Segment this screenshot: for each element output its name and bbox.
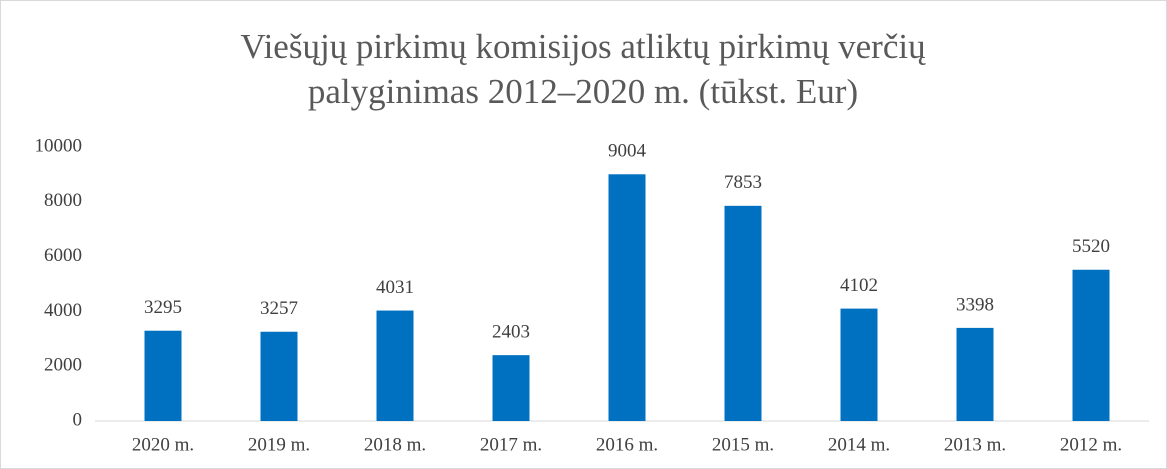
x-tick-label: 2013 m.	[944, 434, 1006, 455]
data-label: 7853	[724, 172, 762, 193]
data-label: 5520	[1072, 236, 1110, 257]
bar	[608, 174, 646, 421]
x-tick-label: 2018 m.	[364, 434, 426, 455]
y-tick-label: 0	[73, 409, 83, 430]
data-label: 3398	[956, 294, 994, 315]
data-label: 9004	[608, 141, 647, 162]
y-tick-label: 8000	[44, 190, 82, 211]
bar	[840, 308, 878, 421]
x-tick-label: 2014 m.	[828, 434, 890, 455]
x-tick-label: 2016 m.	[596, 434, 658, 455]
y-tick-label: 2000	[44, 355, 82, 376]
bar	[376, 310, 414, 421]
chart-title: Viešųjų pirkimų komisijos atliktų pirkim…	[240, 27, 926, 66]
data-label: 4102	[840, 275, 878, 296]
bar	[956, 327, 994, 421]
data-label: 2403	[492, 322, 530, 343]
bar	[260, 331, 298, 421]
data-label: 3257	[260, 298, 298, 319]
bar	[724, 205, 762, 421]
x-tick-label: 2019 m.	[248, 434, 310, 455]
bar	[492, 355, 530, 421]
y-tick-label: 4000	[44, 300, 82, 321]
y-tick-label: 10000	[35, 135, 83, 156]
chart-title: palyginimas 2012–2020 m. (tūkst. Eur)	[308, 72, 858, 111]
x-tick-label: 2017 m.	[480, 434, 542, 455]
x-tick-label: 2020 m.	[132, 434, 194, 455]
x-tick-label: 2012 m.	[1060, 434, 1122, 455]
data-label: 3295	[144, 297, 182, 318]
bar	[1072, 269, 1110, 421]
y-tick-label: 6000	[44, 245, 82, 266]
x-tick-label: 2015 m.	[712, 434, 774, 455]
data-label: 4031	[376, 277, 414, 298]
bar	[144, 330, 182, 421]
